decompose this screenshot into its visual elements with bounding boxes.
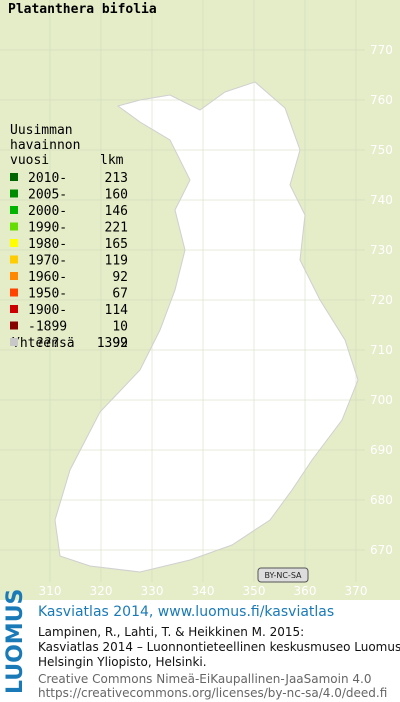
y-axis-label: 730 bbox=[370, 243, 393, 257]
legend-swatch bbox=[10, 173, 18, 181]
legend-label: 1980- bbox=[28, 237, 67, 252]
y-axis-label: 690 bbox=[370, 443, 393, 457]
legend-total-label: Yhteensä bbox=[12, 336, 75, 351]
legend-count: 165 bbox=[105, 237, 128, 252]
logo: LUOMUS bbox=[3, 589, 28, 694]
legend-column: lkm bbox=[100, 153, 124, 168]
legend-count: 67 bbox=[112, 287, 128, 302]
license: Creative Commons Nimeä-EiKaupallinen-Jaa… bbox=[38, 672, 387, 700]
y-axis-label: 700 bbox=[370, 393, 393, 407]
x-axis-label: 350 bbox=[243, 584, 266, 598]
legend-label: 1950- bbox=[28, 287, 67, 302]
y-axis-label: 720 bbox=[370, 293, 393, 307]
x-axis-label: 330 bbox=[141, 584, 164, 598]
legend-label: 1900- bbox=[28, 303, 67, 318]
citation-line: Lampinen, R., Lahti, T. & Heikkinen M. 2… bbox=[38, 625, 304, 639]
y-axis-label: 680 bbox=[370, 493, 393, 507]
y-axis-label: 670 bbox=[370, 543, 393, 557]
legend-count: 10 bbox=[112, 320, 128, 335]
y-axis-label: 740 bbox=[370, 193, 393, 207]
coordinate-grid bbox=[0, 0, 365, 582]
license-badge bbox=[257, 567, 309, 583]
legend-column: vuosi bbox=[10, 153, 49, 168]
legend-label: ??? bbox=[36, 336, 59, 351]
legend-count: 92 bbox=[112, 270, 128, 285]
legend-swatch bbox=[10, 338, 18, 346]
license-badge-text: BY-NC-SA bbox=[264, 571, 302, 580]
legend-swatch bbox=[10, 272, 18, 280]
legend-swatch bbox=[10, 288, 18, 297]
footer-background bbox=[0, 600, 400, 702]
x-axis-label: 320 bbox=[90, 584, 113, 598]
legend-total: 1399 bbox=[97, 336, 128, 351]
legend-label: 2005- bbox=[28, 188, 67, 203]
footer-title: Kasviatlas 2014, www.luomus.fi/kasviatla… bbox=[38, 604, 334, 620]
legend-swatch bbox=[10, 255, 18, 264]
y-axis-label: 760 bbox=[370, 93, 393, 107]
legend-label: 1970- bbox=[28, 254, 67, 269]
legend-count: 119 bbox=[105, 254, 128, 269]
legend-swatch bbox=[10, 206, 18, 214]
citation-line: Helsingin Yliopisto, Helsinki. bbox=[38, 655, 207, 669]
license-line: https://creativecommons.org/licenses/by-… bbox=[38, 686, 387, 700]
legend-swatch bbox=[10, 305, 18, 313]
legend-label: 2010- bbox=[28, 171, 67, 186]
y-axis-label: 710 bbox=[370, 343, 393, 357]
finland-outline bbox=[54, 81, 359, 573]
legend-heading: Uusimman bbox=[10, 123, 73, 138]
legend-count: 114 bbox=[105, 303, 129, 318]
legend-label: 2000- bbox=[28, 204, 67, 219]
legend-count: 92 bbox=[112, 336, 128, 351]
license-line: Creative Commons Nimeä-EiKaupallinen-Jaa… bbox=[38, 672, 372, 686]
x-axis-label: 360 bbox=[294, 584, 317, 598]
legend-label: 1960- bbox=[28, 270, 67, 285]
map-title: Platanthera bifolia bbox=[8, 2, 157, 17]
legend-count: 213 bbox=[105, 171, 128, 186]
legend-label: 1990- bbox=[28, 221, 67, 236]
y-axis-label: 750 bbox=[370, 143, 393, 157]
y-axis-label: 770 bbox=[370, 43, 393, 57]
legend-heading: havainnon bbox=[10, 138, 80, 153]
legend-count: 160 bbox=[105, 188, 128, 203]
legend-swatch bbox=[10, 222, 18, 231]
legend-swatch bbox=[10, 239, 18, 247]
x-axis-label: 370 bbox=[345, 584, 368, 598]
citation: Lampinen, R., Lahti, T. & Heikkinen M. 2… bbox=[38, 625, 400, 669]
x-axis-label: 310 bbox=[39, 584, 62, 598]
legend-swatch bbox=[10, 321, 18, 330]
legend-swatch bbox=[10, 189, 18, 198]
legend-count: 146 bbox=[105, 204, 128, 219]
legend-count: 221 bbox=[105, 221, 128, 236]
x-axis-label: 340 bbox=[192, 584, 215, 598]
legend-label: -1899 bbox=[28, 320, 67, 335]
citation-line: Kasviatlas 2014 – Luonnontieteellinen ke… bbox=[38, 640, 400, 654]
